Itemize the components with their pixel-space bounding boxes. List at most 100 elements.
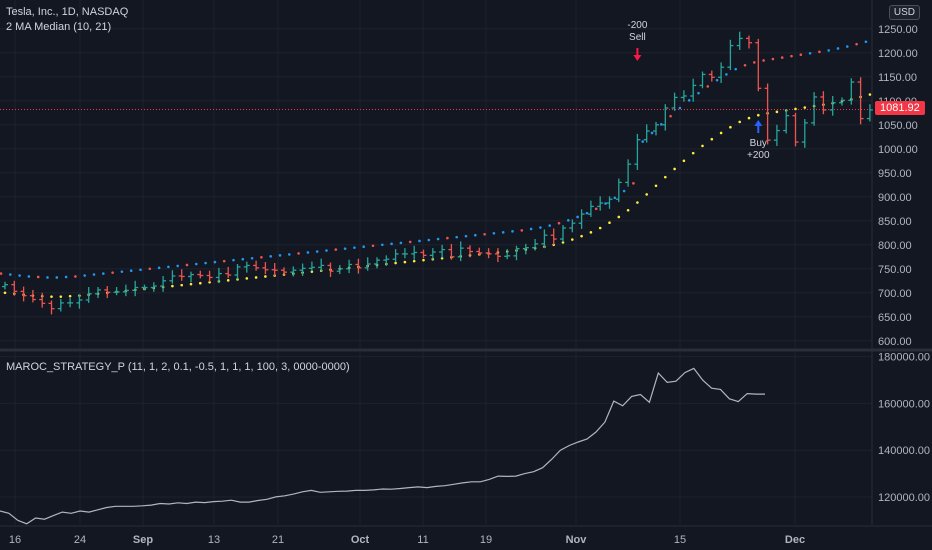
- ma-fast-dot: [729, 125, 732, 129]
- ma-slow-dot: [604, 202, 607, 205]
- ohlc-bar: [811, 92, 818, 126]
- ma-slow-dot: [260, 255, 263, 259]
- ohlc-bar: [225, 266, 232, 278]
- ma-slow-dot: [650, 131, 654, 135]
- ohlc-bar: [839, 97, 845, 106]
- ma-fast-dot: [654, 184, 658, 188]
- ma-slow-dot: [846, 45, 849, 48]
- ma-fast-dot: [245, 277, 249, 280]
- time-axis[interactable]: 16 24 Sep 13 21 Oct 11 19 Nov 15 Dec: [9, 534, 805, 546]
- ma-slow-dot: [204, 261, 207, 265]
- ma-slow-dot: [83, 274, 86, 277]
- symbol-legend[interactable]: Tesla, Inc., 1D, NASDAQ: [6, 6, 129, 18]
- ohlc-bar: [11, 280, 18, 296]
- ohlc-bar: [615, 178, 622, 203]
- ma-fast-dot: [199, 281, 202, 285]
- ohlc-bar: [448, 243, 455, 260]
- currency-button[interactable]: USD: [888, 5, 920, 20]
- price-tick-label: 1200.00: [878, 48, 918, 60]
- price-tick-label: 850.00: [878, 216, 912, 228]
- time-tick-label: 15: [674, 534, 686, 546]
- ma-slow-dot: [195, 262, 198, 266]
- ohlc-bar: [281, 267, 287, 276]
- ohlc-bar: [253, 260, 260, 271]
- ma-fast-dot: [617, 215, 621, 219]
- ma-slow-dot: [297, 252, 300, 255]
- ohlc-bar: [541, 229, 548, 249]
- price-bars[interactable]: [2, 31, 873, 315]
- pane-separator[interactable]: [0, 0, 932, 527]
- ma-fast-dot: [68, 294, 72, 298]
- ma-slow-dot: [362, 245, 366, 249]
- ohlc-bar: [569, 219, 576, 233]
- ma-slow-dot: [790, 54, 793, 58]
- time-tick-label: 24: [74, 534, 86, 546]
- price-tick-label: 750.00: [878, 264, 912, 276]
- ohlc-bar: [504, 249, 511, 260]
- ma-fast-dot: [682, 159, 686, 163]
- ma-slow-dot: [446, 236, 449, 240]
- ma-fast-dot: [50, 295, 53, 298]
- ma-slow-dot: [9, 273, 12, 276]
- ma-slow-dot: [371, 244, 375, 248]
- ma-fast-dot: [664, 175, 667, 179]
- ma-slow-dot: [157, 266, 161, 270]
- ma-slow-dot: [762, 59, 765, 62]
- time-tick-label: 13: [208, 534, 220, 546]
- ohlc-bar: [299, 263, 306, 276]
- ohlc-bar: [113, 287, 120, 296]
- ohlc-bar: [653, 121, 659, 136]
- ohlc-bar: [234, 264, 241, 280]
- ma-slow-dot: [520, 229, 524, 232]
- ma-fast-dot: [226, 279, 230, 282]
- ohlc-bar: [67, 298, 74, 308]
- ohlc-bar: [215, 267, 222, 284]
- ohlc-bar: [141, 284, 148, 291]
- strategy-indicator-legend[interactable]: MAROC_STRATEGY_P (11, 1, 2, 0.1, -0.5, 1…: [6, 361, 350, 373]
- ma-fast-dot: [264, 275, 267, 278]
- price-tick-label: 700.00: [878, 288, 912, 300]
- ma-fast-dot: [171, 284, 174, 288]
- ma-slow-dot: [743, 63, 747, 67]
- ma-slow-dot: [390, 242, 393, 246]
- ma-slow-dot: [343, 247, 347, 250]
- ma-indicator-legend[interactable]: 2 MA Median (10, 21): [6, 21, 112, 33]
- ohlc-bar: [346, 259, 353, 274]
- ma-slow-dot: [269, 255, 273, 258]
- equity-axis[interactable]: 120000.00 140000.00 160000.00 180000.00: [878, 352, 930, 504]
- ohlc-bar: [522, 243, 529, 255]
- ohlc-bar: [355, 258, 362, 274]
- ohlc-bar: [308, 261, 315, 272]
- ohlc-bar: [801, 119, 808, 148]
- ma-slow-dot: [36, 275, 40, 279]
- price-axis[interactable]: 600.00 650.00 700.00 750.00 800.00 850.00 900.…: [878, 24, 918, 348]
- ohlc-bar: [792, 112, 799, 147]
- ohlc-bar: [122, 284, 129, 297]
- time-tick-label: Sep: [133, 534, 153, 546]
- ohlc-bar: [160, 276, 167, 292]
- ma-slow-dot: [278, 254, 282, 257]
- ohlc-bar: [364, 257, 371, 271]
- ohlc-bar: [457, 241, 464, 262]
- ma-slow-dot: [557, 221, 561, 225]
- ma-slow-dot: [613, 196, 617, 200]
- ohlc-bar: [243, 261, 250, 273]
- ma-slow-dot: [427, 238, 431, 242]
- ma-slow-dot: [148, 267, 152, 271]
- ma-fast-dot: [701, 144, 704, 148]
- ohlc-bar: [206, 270, 213, 282]
- ohlc-bar: [2, 281, 8, 290]
- ma-slow-dot: [0, 272, 3, 275]
- ma-slow-dot: [120, 270, 124, 273]
- ohlc-bar: [513, 245, 520, 261]
- ma-fast-dot: [626, 208, 630, 212]
- equity-line: [0, 367, 765, 525]
- ma-fast-dot: [803, 106, 807, 109]
- ma-fast-dot: [589, 231, 593, 234]
- ohlc-bar: [150, 282, 157, 292]
- time-tick-label: Nov: [566, 534, 588, 546]
- time-tick-label: 16: [9, 534, 21, 546]
- ohlc-bar: [20, 286, 27, 302]
